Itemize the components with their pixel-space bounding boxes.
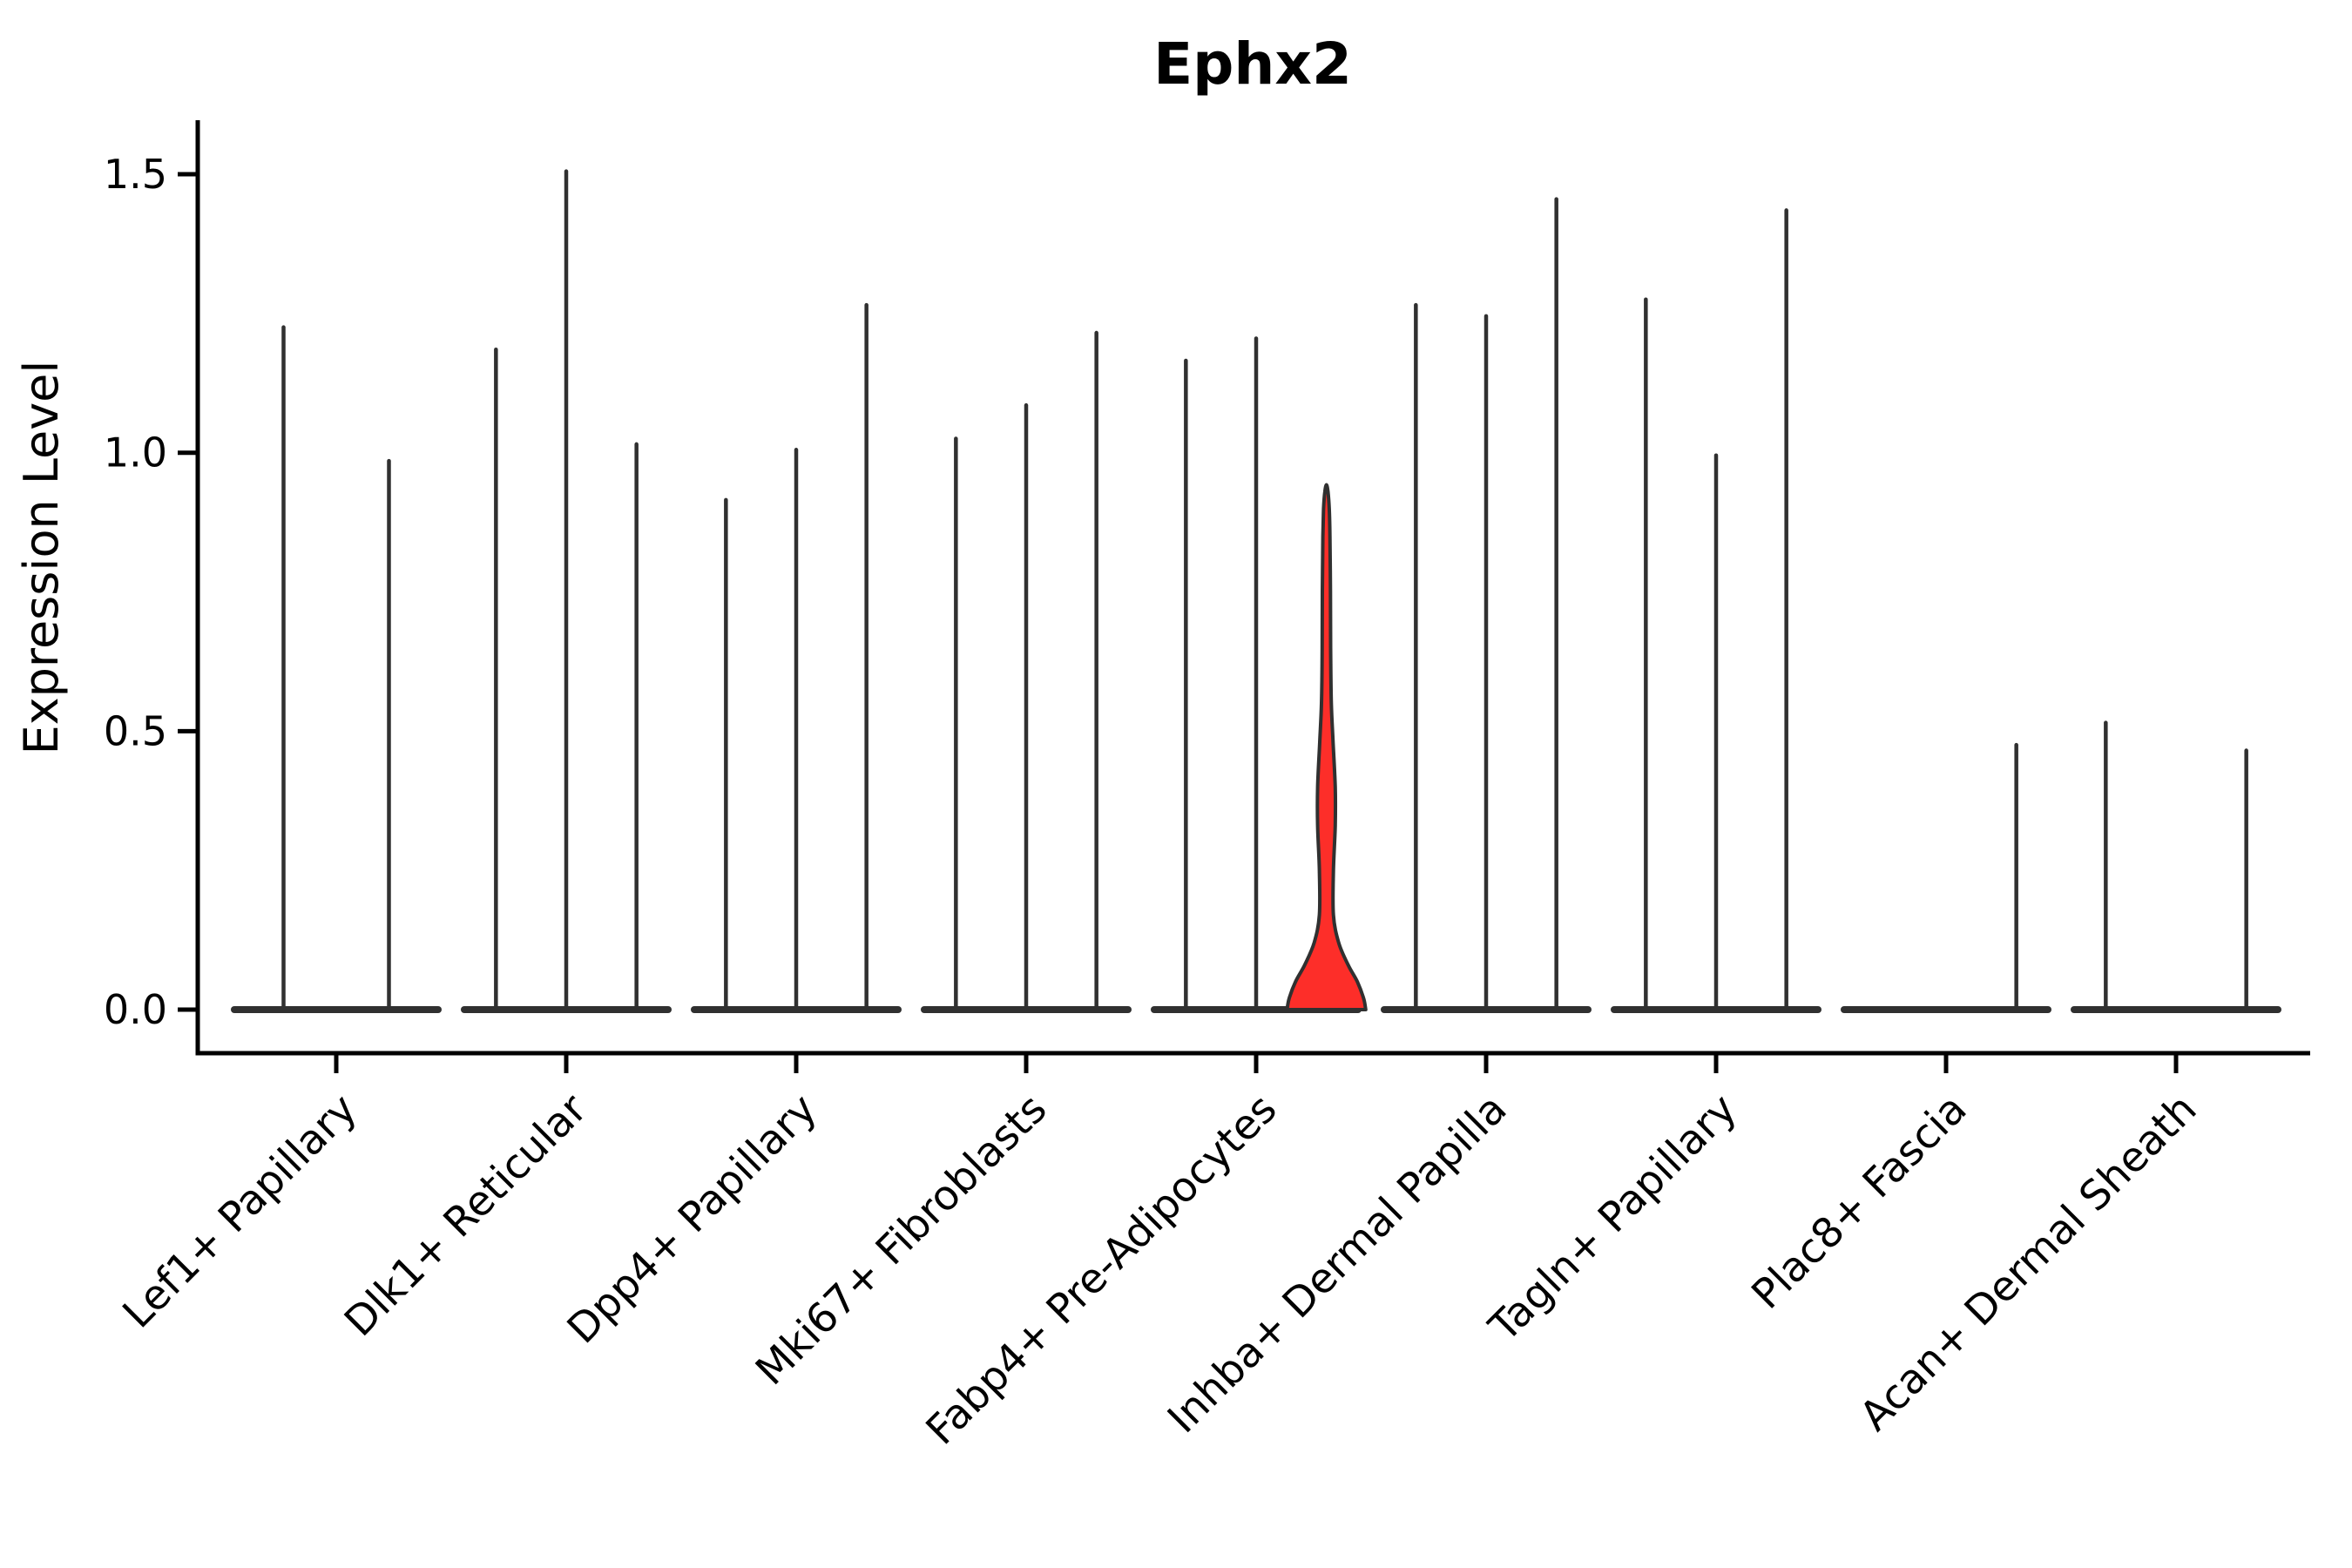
x-axis-group-label: Dpp4+ Papillary bbox=[558, 1085, 827, 1354]
y-tick-label: 0.0 bbox=[104, 986, 167, 1033]
violin-highlighted bbox=[1285, 483, 1368, 1011]
x-axis-group-label: Plac8+ Fascia bbox=[1743, 1085, 1977, 1319]
chart-title: Ephx2 bbox=[1153, 30, 1352, 98]
x-axis-group-label: Dlk1+ Reticular bbox=[335, 1085, 597, 1346]
y-axis-label: Expression Level bbox=[14, 361, 69, 755]
x-axis-group-label: Tagln+ Papillary bbox=[1480, 1085, 1747, 1352]
y-tick-label: 0.5 bbox=[104, 707, 167, 754]
x-axis-group-label: Lef1+ Papillary bbox=[114, 1085, 367, 1338]
y-tick-label: 1.0 bbox=[104, 429, 167, 476]
y-tick-label: 1.5 bbox=[104, 151, 167, 198]
axes-spines bbox=[195, 120, 2310, 1056]
